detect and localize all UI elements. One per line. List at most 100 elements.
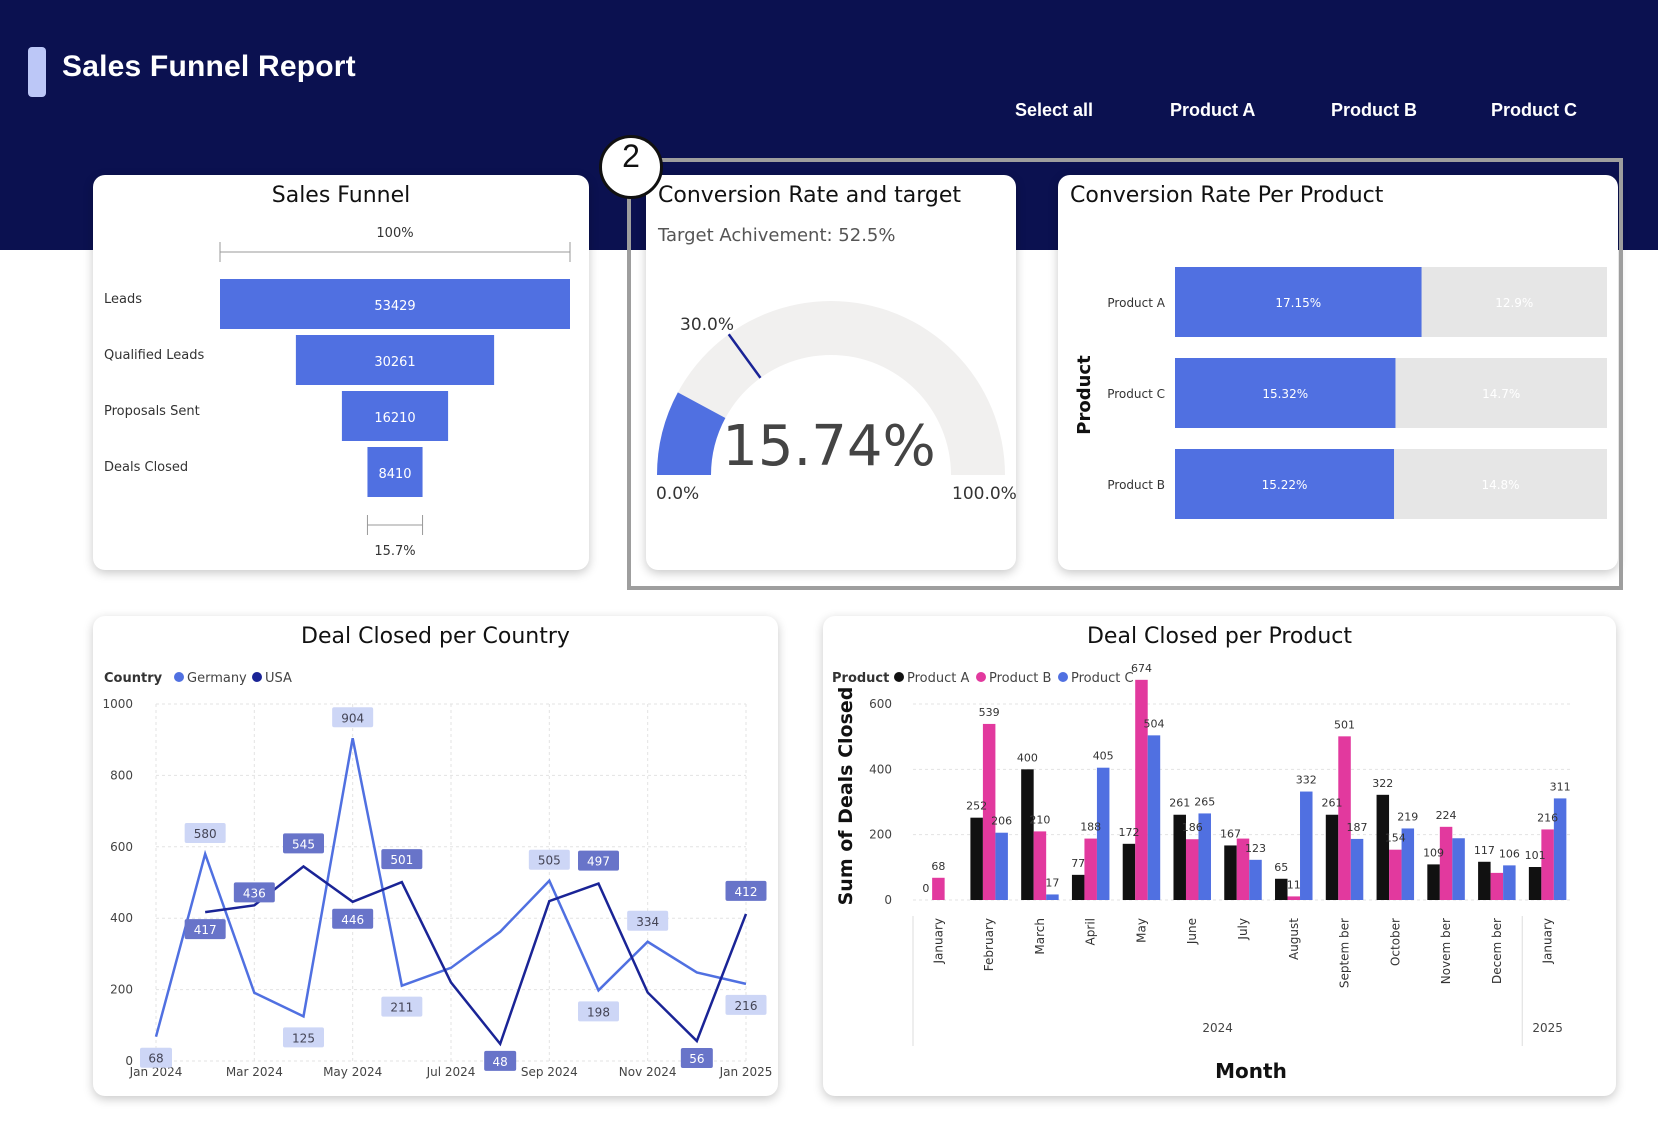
- sales-funnel-chart[interactable]: 100% 53429 Leads 30261 Qualified Leads 16210 P…: [93, 175, 589, 570]
- annotation-highlight-box: [627, 158, 1623, 590]
- bar-legend-title: Product: [832, 671, 889, 686]
- product-rate-label: 15.32%: [1262, 387, 1308, 401]
- bar-data-label: 154: [1385, 832, 1406, 845]
- bar-data-label: 265: [1194, 795, 1215, 808]
- funnel-top-pct: 100%: [376, 226, 413, 241]
- line-data-label-bg: [332, 908, 374, 929]
- line-data-label: 545: [292, 837, 315, 851]
- bar-data-label: 501: [1334, 718, 1355, 731]
- conversion-per-product-card[interactable]: Conversion Rate Per Product Product 17.15…: [1058, 175, 1618, 570]
- gauge-min-label: 0.0%: [656, 484, 699, 504]
- line-xtick: May 2024: [323, 1065, 382, 1079]
- bar-data-label: 65: [1274, 861, 1288, 874]
- line-data-label-bg: [627, 910, 669, 931]
- line-ytick: 800: [110, 768, 133, 782]
- bar-data-label: 504: [1143, 717, 1164, 730]
- bar-product-a: [1071, 874, 1085, 900]
- slicer-product-c[interactable]: Product C: [1491, 100, 1578, 120]
- conversion-gauge[interactable]: 30.0% 0.0% 100.0% 15.74%: [646, 175, 1016, 570]
- bar-product-a: [1021, 769, 1034, 900]
- bar-data-label: 206: [991, 815, 1012, 828]
- line-data-label-bg: [283, 1027, 324, 1048]
- line-legend-label: Germany: [187, 671, 247, 686]
- line-legend-dot: [174, 672, 184, 682]
- bar-product-a: [1173, 814, 1186, 900]
- bar-data-label: 77: [1071, 857, 1085, 870]
- bar-product-c: [1046, 894, 1059, 900]
- product-rest-label: 14.7%: [1482, 387, 1520, 401]
- line-series-germany: [154, 738, 747, 1038]
- slicer-product-b[interactable]: Product B: [1331, 100, 1418, 120]
- line-xtick: Jan 2025: [719, 1065, 773, 1079]
- sales-funnel-card[interactable]: Sales Funnel 100% 53429 Leads 30261 Qualifie…: [93, 175, 589, 570]
- bar-data-label: 311: [1550, 780, 1571, 793]
- line-data-label-bg: [528, 849, 570, 870]
- slicer-select-all[interactable]: Select all: [1015, 100, 1094, 120]
- deals-per-country-chart[interactable]: Country Germany USA 0 200 400 600 800 1000 Jan 20…: [93, 616, 778, 1096]
- report-title: Sales Funnel Report: [62, 50, 356, 83]
- bar-year-label: 2025: [1532, 1021, 1563, 1035]
- line-ytick: 1000: [102, 697, 133, 711]
- product-rate-label: 15.22%: [1262, 478, 1308, 492]
- gauge-value-arc: [657, 392, 726, 475]
- line-data-label-bg: [233, 882, 275, 903]
- bar-data-label: 187: [1347, 821, 1368, 834]
- line-data-label: 580: [194, 827, 217, 841]
- bar-product-b: [982, 723, 996, 900]
- bar-data-label: 17: [1045, 876, 1059, 889]
- line-data-label-bg: [484, 1050, 517, 1071]
- line-data-label: 497: [587, 855, 610, 869]
- bar-data-label: 186: [1182, 821, 1203, 834]
- line-data-label: 211: [390, 1001, 413, 1015]
- bar-ytick: 200: [869, 828, 892, 842]
- bar-xtick: January: [1541, 918, 1555, 965]
- annotation-badge: 2: [599, 135, 663, 199]
- bar-data-label: 216: [1537, 811, 1558, 824]
- bar-xtick: July: [1236, 918, 1250, 941]
- line-data-label: 68: [148, 1052, 163, 1066]
- line-data-label-bg: [283, 833, 324, 854]
- line-legend-label: USA: [265, 671, 292, 686]
- bar-product-c: [1553, 798, 1567, 900]
- deals-per-product-card[interactable]: Deal Closed per Product Product Product A…: [823, 616, 1616, 1096]
- product-name-label: Product A: [1107, 296, 1165, 310]
- line-data-label: 216: [735, 999, 758, 1013]
- bar-product-a: [1325, 814, 1339, 900]
- product-rate-label: 17.15%: [1275, 296, 1321, 310]
- line-data-label-bg: [578, 1001, 619, 1022]
- bar-ylabel: Sum of Deals Closed: [835, 687, 857, 906]
- funnel-bar: [220, 279, 570, 329]
- line-ytick: 200: [110, 983, 133, 997]
- bar-xtick: March: [1033, 918, 1047, 955]
- bar-product-a: [1122, 843, 1136, 900]
- funnel-bar-value: 16210: [374, 411, 415, 426]
- line-data-label: 198: [587, 1005, 610, 1019]
- deals-per-product-chart[interactable]: Product Product A Product B Product C Sum of…: [823, 616, 1616, 1096]
- line-data-label: 48: [493, 1055, 508, 1069]
- conversion-gauge-card[interactable]: Conversion Rate and target Target Achive…: [646, 175, 1016, 570]
- bar-data-label: 252: [966, 800, 987, 813]
- line-data-label-bg: [725, 994, 767, 1015]
- gauge-background-arc: [657, 301, 1005, 475]
- line-ytick: 400: [110, 911, 133, 925]
- funnel-bar: [341, 391, 449, 441]
- slicer-product-a[interactable]: Product A: [1170, 100, 1256, 120]
- line-xtick: Sep 2024: [521, 1065, 578, 1079]
- line-xtick: Mar 2024: [226, 1065, 283, 1079]
- bar-data-label: 210: [1029, 813, 1050, 826]
- bar-data-label: 0: [922, 882, 929, 895]
- bar-product-b: [1389, 849, 1402, 900]
- bar-product-b: [1439, 826, 1453, 900]
- deals-per-country-card[interactable]: Deal Closed per Country Country Germany US…: [93, 616, 778, 1096]
- bar-data-label: 261: [1169, 797, 1190, 810]
- product-rate-bar: [1175, 449, 1395, 519]
- gauge-title: Conversion Rate and target: [658, 183, 962, 208]
- line-data-label: 904: [341, 711, 364, 725]
- bar-ytick: 0: [884, 893, 892, 907]
- bar-data-label: 332: [1296, 774, 1317, 787]
- bar-product-c: [1503, 865, 1516, 900]
- bar-legend-label: Product A: [907, 671, 969, 686]
- conversion-per-product-chart[interactable]: Product 17.15% 12.9% Product A 15.32% 14.7% Pr…: [1058, 175, 1618, 570]
- bar-product-c: [1350, 838, 1364, 900]
- bar-data-label: 109: [1423, 846, 1444, 859]
